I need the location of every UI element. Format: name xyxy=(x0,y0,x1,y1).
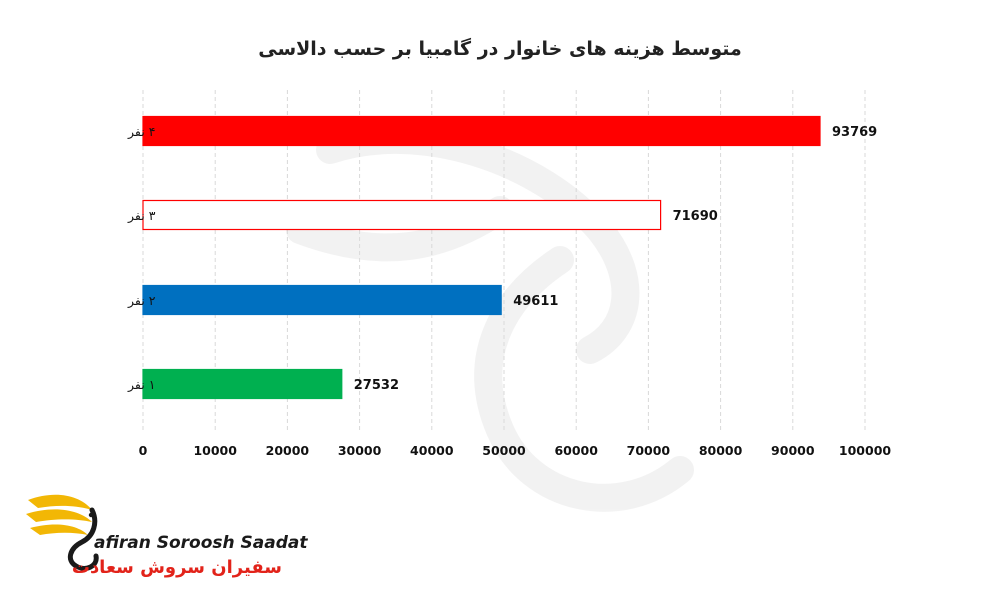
category-label: ۱ نفر xyxy=(127,377,155,393)
wing-icon xyxy=(26,494,99,571)
x-tick-label: 20000 xyxy=(266,443,310,458)
category-label: ۴ نفر xyxy=(127,124,155,140)
bar xyxy=(142,115,821,147)
x-tick-label: 10000 xyxy=(193,443,237,458)
data-label: 49611 xyxy=(513,294,558,309)
bar xyxy=(142,368,343,400)
bars xyxy=(142,115,821,400)
grid-lines xyxy=(142,90,866,430)
x-tick-label: 60000 xyxy=(554,443,598,458)
x-tick-label: 0 xyxy=(139,443,148,458)
data-label: 27532 xyxy=(354,378,399,393)
category-label: ۳ نفر xyxy=(127,208,156,224)
bar xyxy=(142,199,662,231)
logo-name-en: afiran Soroosh Saadat xyxy=(94,533,308,553)
x-tick-label: 70000 xyxy=(627,443,671,458)
chart-title: متوسط هزینه های خانوار در گامبیا بر حسب … xyxy=(258,37,742,60)
x-tick-label: 90000 xyxy=(771,443,815,458)
data-label: 93769 xyxy=(832,125,877,140)
category-label: ۲ نفر xyxy=(127,293,156,309)
x-tick-label: 40000 xyxy=(410,443,454,458)
x-axis-ticks: 0 10000 20000 30000 40000 50000 60000 70000 8000… xyxy=(139,443,892,458)
company-logo: afiran Soroosh Saadat سفیران سروش سعادت xyxy=(26,494,308,578)
x-tick-label: 50000 xyxy=(482,443,526,458)
x-tick-label: 100000 xyxy=(839,443,891,458)
category-labels: ۴ نفر ۳ نفر ۲ نفر ۱ نفر xyxy=(127,124,156,393)
logo-name-fa: سفیران سروش سعادت xyxy=(72,557,282,578)
data-labels: 93769 71690 49611 27532 xyxy=(354,125,877,393)
data-label: 71690 xyxy=(673,209,718,224)
x-tick-label: 30000 xyxy=(338,443,382,458)
x-tick-label: 80000 xyxy=(699,443,743,458)
bar xyxy=(142,284,502,316)
